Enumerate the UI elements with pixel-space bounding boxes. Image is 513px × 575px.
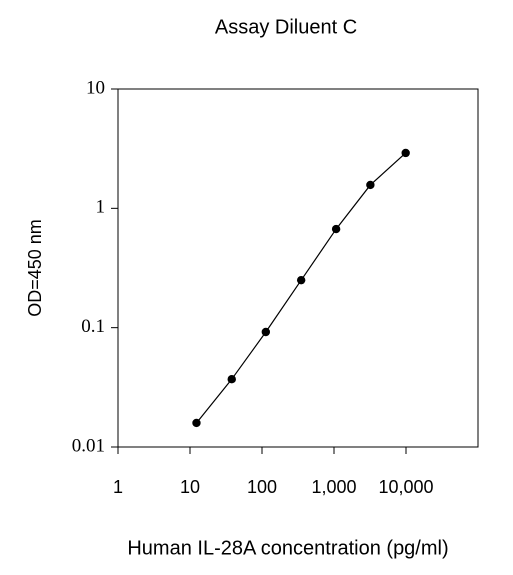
data-point [366,180,375,190]
y-tick-label: 0.1 [81,316,105,337]
data-point [261,327,271,337]
x-tick-label: 100 [247,477,277,497]
plot-frame [117,88,479,448]
data-point [192,418,201,428]
data-point [331,224,341,234]
y-axis-label: OD=450 nm [25,219,45,317]
x-tick-label: 1 [113,477,123,497]
y-tick-label: 1 [96,197,106,218]
data-point [401,148,410,158]
y-tick-label: 10 [86,77,105,98]
data-point [296,275,306,285]
x-tick-label: 10 [180,477,200,497]
data-point [227,374,236,384]
y-tick-label: 0.01 [72,435,105,456]
data-line [196,152,407,424]
x-tick-label: 10,000 [378,477,433,497]
chart-title: Assay Diluent C [215,16,357,38]
x-tick-label: 1,000 [311,477,356,497]
x-axis-label: Human IL-28A concentration (pg/ml) [127,537,448,559]
